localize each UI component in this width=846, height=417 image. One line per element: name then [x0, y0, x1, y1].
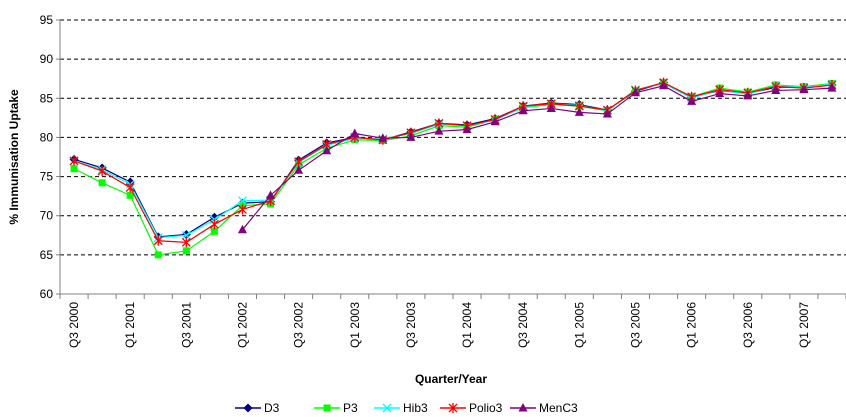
- y-tick-label: 80: [40, 130, 54, 144]
- legend-hib3-marker: [382, 403, 392, 413]
- point-menc3-marker: [687, 96, 697, 105]
- point-polio3-marker: [209, 219, 219, 230]
- point-menc3-marker: [630, 87, 640, 97]
- legend-menc3-marker: [518, 403, 528, 412]
- point-menc3-marker: [827, 83, 837, 92]
- legend-label-p3: P3: [343, 401, 358, 415]
- series-polio3: [69, 77, 837, 248]
- x-tick-label: Q3 2002: [292, 302, 306, 348]
- legend-label-hib3: Hib3: [403, 401, 428, 415]
- point-p3-marker: [154, 251, 162, 259]
- x-tick-label: Q1 2005: [572, 302, 586, 348]
- point-menc3-marker: [266, 190, 276, 199]
- point-menc3-marker: [518, 105, 528, 115]
- x-tick-label: Q3 2004: [516, 302, 530, 348]
- point-menc3-marker: [490, 116, 500, 126]
- point-menc3-marker: [715, 88, 725, 98]
- point-p3-marker: [182, 247, 190, 255]
- point-hib3-marker: [238, 196, 247, 206]
- legend-item-d3: D3: [235, 401, 280, 415]
- series-d3: [69, 78, 837, 242]
- point-polio3-marker: [125, 182, 135, 193]
- point-menc3-marker: [350, 128, 360, 138]
- x-tick-label: Q3 2006: [741, 302, 755, 348]
- point-menc3-marker: [771, 85, 781, 94]
- y-axis-title: % Immunisation Uptake: [7, 89, 21, 225]
- point-polio3-marker: [238, 204, 247, 215]
- y-tick-label: 70: [40, 209, 54, 223]
- point-polio3-marker: [69, 155, 79, 166]
- x-tick-label: Q1 2007: [797, 302, 811, 348]
- series-layer: [69, 77, 837, 259]
- point-d3-marker: [209, 212, 219, 222]
- point-menc3-marker: [602, 108, 612, 118]
- x-tick-label: Q1 2006: [685, 302, 699, 348]
- legend-label-polio3: Polio3: [469, 401, 503, 415]
- point-hib3-marker: [181, 230, 191, 240]
- y-axis-ticks: 60 65 70 75 80 85 90 95: [40, 13, 60, 301]
- series-line-menc3: [241, 85, 832, 231]
- y-tick-label: 85: [40, 91, 54, 105]
- point-menc3-marker: [799, 84, 809, 94]
- point-polio3-marker: [181, 237, 191, 248]
- point-menc3-marker: [659, 80, 669, 90]
- gridlines: [60, 19, 846, 256]
- point-menc3-marker: [378, 133, 388, 142]
- series-line-d3: [73, 81, 833, 238]
- point-menc3-marker: [294, 165, 304, 174]
- series-line-polio3: [73, 81, 833, 243]
- point-menc3-marker: [546, 103, 556, 112]
- legend-label-d3: D3: [264, 401, 280, 415]
- point-menc3-marker: [743, 90, 753, 100]
- point-menc3-marker: [434, 126, 444, 135]
- legend-item-p3: P3: [314, 401, 358, 415]
- y-tick-label: 90: [40, 52, 54, 66]
- point-menc3-marker: [462, 124, 472, 134]
- legend-p3-marker: [323, 404, 331, 412]
- x-tick-label: Q1 2003: [348, 302, 362, 348]
- x-tick-label: Q3 2001: [179, 302, 193, 348]
- series-line-hib3: [73, 82, 833, 239]
- point-p3-marker: [210, 227, 218, 235]
- x-tick-label: Q1 2001: [123, 302, 137, 348]
- x-tick-label: Q3 2005: [628, 302, 642, 348]
- point-p3-marker: [70, 165, 78, 173]
- legend-item-polio3: Polio3: [440, 401, 503, 415]
- y-tick-label: 95: [40, 13, 54, 27]
- point-polio3-marker: [294, 156, 304, 167]
- series-menc3: [237, 80, 837, 234]
- x-axis-title: Quarter/Year: [415, 372, 487, 386]
- point-menc3-marker: [237, 224, 247, 234]
- point-d3-marker: [125, 177, 135, 187]
- y-tick-label: 75: [40, 170, 54, 184]
- legend-item-menc3: MenC3: [510, 401, 578, 415]
- point-polio3-marker: [97, 166, 107, 177]
- point-polio3-marker: [153, 235, 163, 246]
- series-hib3: [69, 78, 837, 243]
- x-tick-label: Q1 2004: [460, 302, 474, 348]
- point-menc3-marker: [406, 132, 416, 141]
- point-p3-marker: [126, 191, 134, 199]
- point-menc3-marker: [574, 107, 584, 116]
- y-tick-label: 65: [40, 248, 54, 262]
- point-menc3-marker: [322, 145, 332, 155]
- legend-item-hib3: Hib3: [374, 401, 428, 415]
- y-tick-label: 60: [40, 287, 54, 301]
- x-tick-label: Q3 2003: [404, 302, 418, 348]
- point-p3-marker: [98, 179, 106, 187]
- x-axis-ticks: Q3 2000 Q1 2001 Q3 2001 Q1 2002 Q3 2002 Q1 20…: [59, 294, 846, 348]
- legend-d3-marker: [243, 403, 253, 413]
- legend-label-menc3: MenC3: [539, 401, 578, 415]
- legend: D3 P3 Hib3 Polio3 MenC3: [235, 401, 578, 415]
- x-tick-label: Q1 2002: [235, 302, 249, 348]
- x-tick-label: Q3 2000: [67, 302, 81, 348]
- legend-polio3-marker: [448, 403, 458, 413]
- series-line-p3: [73, 81, 833, 256]
